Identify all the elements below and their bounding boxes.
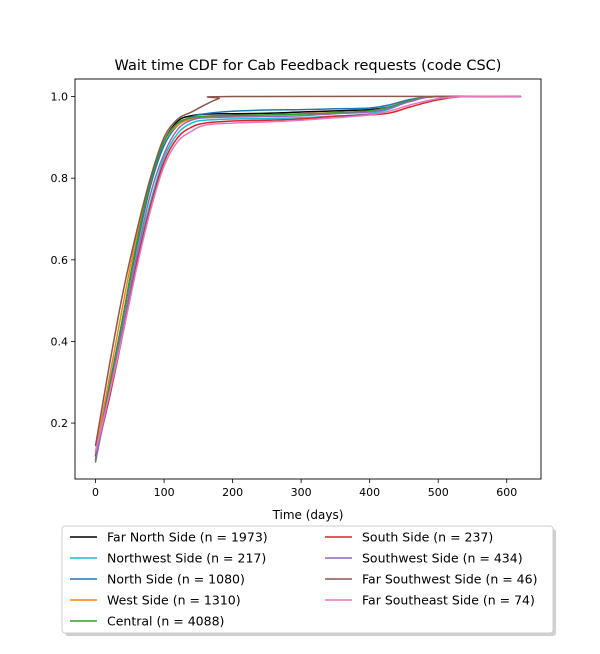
- series-line-central: [94, 95, 522, 463]
- legend-label: Southwest Side (n = 434): [362, 551, 523, 566]
- x-axis: 0 100 200 300 400 500 600: [92, 479, 517, 499]
- series-line-far-southwest-side: [94, 95, 522, 447]
- x-tick-label: 500: [428, 486, 449, 499]
- y-tick-label: 0.8: [51, 172, 69, 185]
- chart-title: Wait time CDF for Cab Feedback requests …: [115, 58, 502, 74]
- legend-label: Far Southeast Side (n = 74): [362, 593, 535, 608]
- legend: Far North Side (n = 1973) Northwest Side …: [61, 525, 556, 636]
- x-axis-label: Time (days): [272, 508, 344, 522]
- legend-label: North Side (n = 1080): [107, 572, 245, 587]
- y-axis: 0.2 0.4 0.6 0.8 1.0: [51, 91, 75, 430]
- legend-label: Far Southwest Side (n = 46): [362, 572, 537, 587]
- legend-label: South Side (n = 237): [362, 530, 493, 545]
- legend-label: Central (n = 4088): [107, 614, 224, 629]
- y-tick-label: 1.0: [51, 91, 69, 104]
- plot-frame: [74, 78, 542, 480]
- x-tick-label: 600: [496, 486, 517, 499]
- series-line-far-southeast-side: [94, 95, 522, 453]
- y-tick-label: 0.6: [51, 254, 69, 267]
- series-line-southwest-side: [94, 95, 522, 461]
- series-layer: [94, 95, 522, 463]
- x-tick-label: 0: [92, 486, 99, 499]
- legend-box: [61, 525, 554, 634]
- legend-label: West Side (n = 1310): [107, 593, 241, 608]
- x-tick-label: 200: [222, 486, 243, 499]
- y-tick-label: 0.2: [51, 417, 69, 430]
- legend-label: Far North Side (n = 1973): [107, 530, 268, 545]
- x-tick-label: 400: [359, 486, 380, 499]
- legend-entries: Far North Side (n = 1973) Northwest Side …: [70, 530, 537, 629]
- x-tick-label: 100: [154, 486, 175, 499]
- x-tick-label: 300: [291, 486, 312, 499]
- y-tick-label: 0.4: [51, 335, 69, 348]
- series-line-south-side: [94, 95, 522, 457]
- legend-label: Northwest Side (n = 217): [107, 551, 266, 566]
